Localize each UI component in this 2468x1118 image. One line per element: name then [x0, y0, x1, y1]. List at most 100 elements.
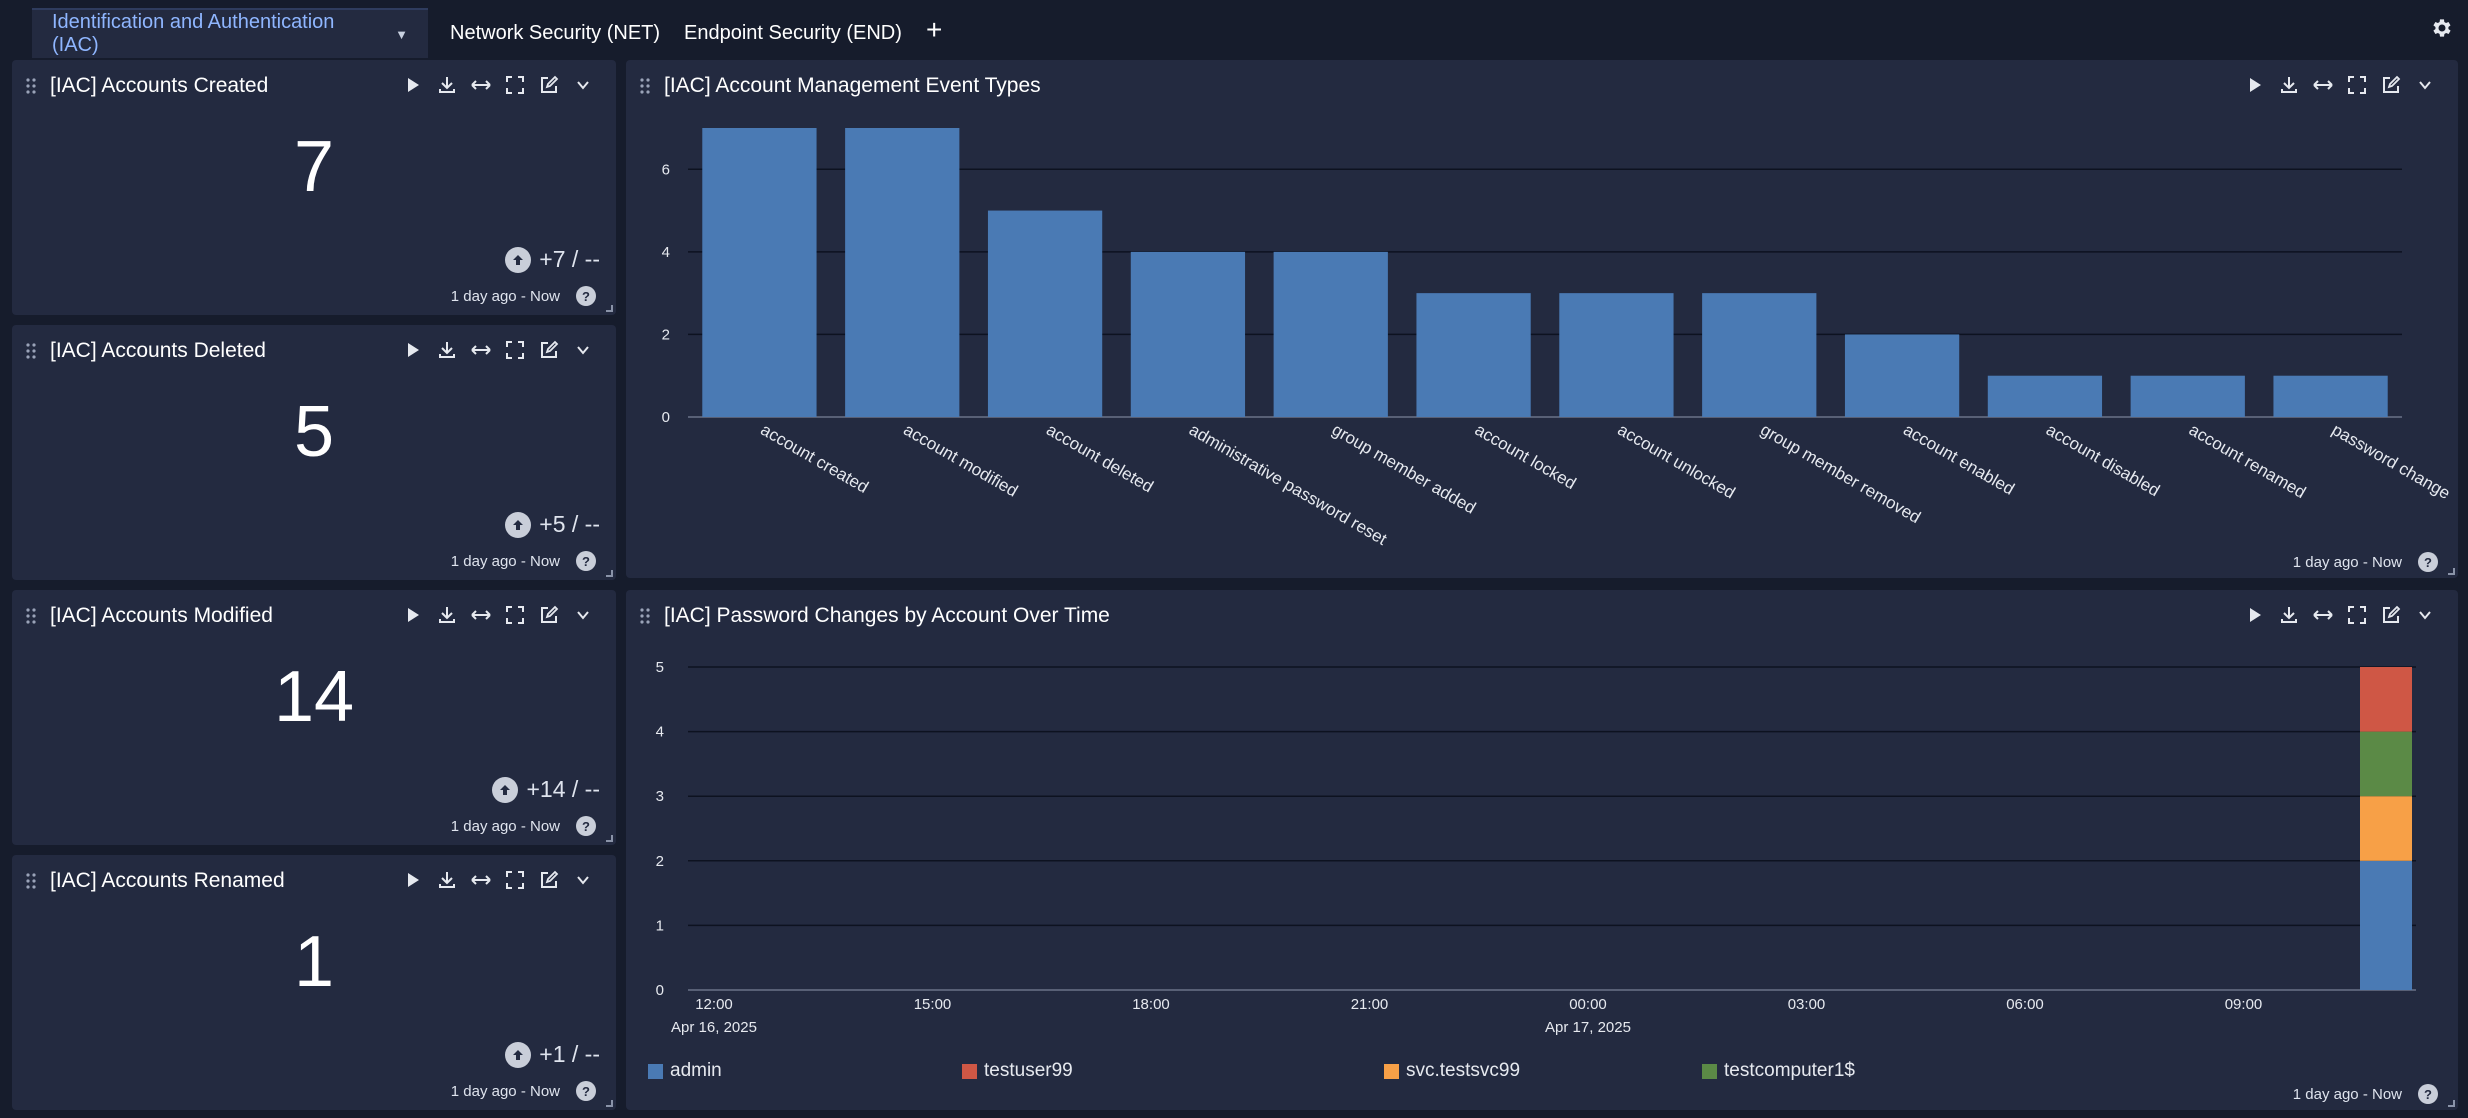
- resize-handle[interactable]: [606, 1100, 613, 1107]
- stacked-segment-testcomputer1[interactable]: [2360, 731, 2412, 797]
- legend-item[interactable]: svc.testsvc99: [1384, 1060, 1520, 1082]
- chevron-down-icon[interactable]: [570, 867, 596, 893]
- panel-title-text: [IAC] Accounts Modified: [50, 604, 273, 627]
- play-icon[interactable]: [2242, 72, 2268, 98]
- tab-iac[interactable]: Identification and Authentication (IAC) …: [32, 8, 428, 58]
- help-icon[interactable]: ?: [576, 551, 596, 571]
- download-icon[interactable]: [2276, 72, 2302, 98]
- x-tick-label: account locked: [1472, 420, 1580, 493]
- chevron-down-icon[interactable]: [570, 602, 596, 628]
- bar[interactable]: [1702, 293, 1817, 417]
- bar[interactable]: [702, 128, 817, 417]
- drag-handle-icon[interactable]: [26, 77, 36, 95]
- expand-horizontal-icon[interactable]: [468, 867, 494, 893]
- resize-handle[interactable]: [2448, 1100, 2455, 1107]
- download-icon[interactable]: [434, 602, 460, 628]
- expand-horizontal-icon[interactable]: [468, 72, 494, 98]
- metric-value: 7: [293, 127, 335, 207]
- bar[interactable]: [1559, 293, 1674, 417]
- play-icon[interactable]: [400, 867, 426, 893]
- panel-toolbar: [2242, 602, 2438, 628]
- bar[interactable]: [845, 128, 960, 417]
- drag-handle-icon[interactable]: [640, 77, 650, 95]
- x-tick-time: 09:00: [2225, 996, 2263, 1013]
- panel-toolbar: [2242, 72, 2438, 98]
- tab-bar: Identification and Authentication (IAC) …: [0, 0, 2468, 58]
- bar[interactable]: [1273, 251, 1388, 417]
- gear-icon[interactable]: [2430, 16, 2454, 45]
- stacked-segment-admin[interactable]: [2360, 860, 2412, 990]
- legend-item[interactable]: admin: [648, 1060, 722, 1082]
- download-icon[interactable]: [434, 867, 460, 893]
- add-tab-button[interactable]: +: [926, 14, 943, 45]
- legend-swatch: [1702, 1063, 1717, 1079]
- resize-handle[interactable]: [606, 570, 613, 577]
- fullscreen-icon[interactable]: [2344, 72, 2370, 98]
- expand-horizontal-icon[interactable]: [468, 337, 494, 363]
- edit-icon[interactable]: [2378, 72, 2404, 98]
- fullscreen-icon[interactable]: [502, 602, 528, 628]
- help-icon[interactable]: ?: [576, 816, 596, 836]
- bar[interactable]: [1130, 251, 1246, 417]
- help-icon[interactable]: ?: [2418, 552, 2438, 572]
- metric-value: 14: [273, 657, 355, 737]
- chevron-down-icon[interactable]: [570, 72, 596, 98]
- help-icon[interactable]: ?: [576, 1081, 596, 1101]
- help-icon[interactable]: ?: [2418, 1084, 2438, 1104]
- drag-handle-icon[interactable]: [640, 607, 650, 625]
- fullscreen-icon[interactable]: [502, 337, 528, 363]
- resize-handle[interactable]: [2448, 568, 2455, 575]
- legend-item[interactable]: testcomputer1$: [1702, 1060, 1855, 1082]
- bar[interactable]: [1844, 334, 1960, 417]
- time-range-text: 1 day ago - Now: [450, 552, 560, 570]
- help-icon[interactable]: ?: [576, 286, 596, 306]
- play-icon[interactable]: [400, 72, 426, 98]
- y-tick-label: 0: [656, 982, 664, 999]
- chevron-down-icon[interactable]: ▼: [395, 26, 408, 42]
- chevron-down-icon[interactable]: [570, 337, 596, 363]
- download-icon[interactable]: [2276, 602, 2302, 628]
- drag-handle-icon[interactable]: [26, 342, 36, 360]
- drag-handle-icon[interactable]: [26, 872, 36, 890]
- bar[interactable]: [2130, 375, 2245, 417]
- trend-text: +7 / --: [539, 246, 600, 272]
- legend-label: admin: [670, 1060, 722, 1081]
- play-icon[interactable]: [400, 337, 426, 363]
- bar[interactable]: [1416, 293, 1531, 417]
- time-range: 1 day ago - Now ?: [451, 1081, 596, 1101]
- bar[interactable]: [987, 210, 1103, 417]
- edit-icon[interactable]: [536, 867, 562, 893]
- edit-icon[interactable]: [536, 337, 562, 363]
- fullscreen-icon[interactable]: [2344, 602, 2370, 628]
- expand-horizontal-icon[interactable]: [468, 602, 494, 628]
- time-range: 1 day ago - Now ?: [2293, 1084, 2438, 1104]
- tab-end[interactable]: Endpoint Security (END): [664, 8, 922, 58]
- fullscreen-icon[interactable]: [502, 867, 528, 893]
- legend-item[interactable]: testuser99: [962, 1060, 1073, 1082]
- expand-horizontal-icon[interactable]: [2310, 602, 2336, 628]
- stacked-segment-svctestsvc99[interactable]: [2360, 796, 2412, 861]
- expand-horizontal-icon[interactable]: [2310, 72, 2336, 98]
- bar[interactable]: [2273, 375, 2388, 417]
- chevron-down-icon[interactable]: [2412, 72, 2438, 98]
- bar[interactable]: [1987, 375, 2103, 417]
- resize-handle[interactable]: [606, 835, 613, 842]
- download-icon[interactable]: [434, 72, 460, 98]
- chevron-down-icon[interactable]: [2412, 602, 2438, 628]
- tab-net[interactable]: Network Security (NET): [430, 8, 680, 58]
- panel-title: [IAC] Accounts Modified: [26, 604, 273, 628]
- play-icon[interactable]: [2242, 602, 2268, 628]
- trend-indicator: +5 / --: [505, 511, 600, 538]
- resize-handle[interactable]: [606, 305, 613, 312]
- trend-text: +5 / --: [539, 511, 600, 537]
- edit-icon[interactable]: [2378, 602, 2404, 628]
- stacked-segment-testuser99[interactable]: [2360, 667, 2412, 732]
- edit-icon[interactable]: [536, 72, 562, 98]
- edit-icon[interactable]: [536, 602, 562, 628]
- drag-handle-icon[interactable]: [26, 607, 36, 625]
- download-icon[interactable]: [434, 337, 460, 363]
- fullscreen-icon[interactable]: [502, 72, 528, 98]
- panel-title-text: [IAC] Accounts Deleted: [50, 339, 266, 362]
- panel-title-text: [IAC] Password Changes by Account Over T…: [664, 604, 1110, 627]
- play-icon[interactable]: [400, 602, 426, 628]
